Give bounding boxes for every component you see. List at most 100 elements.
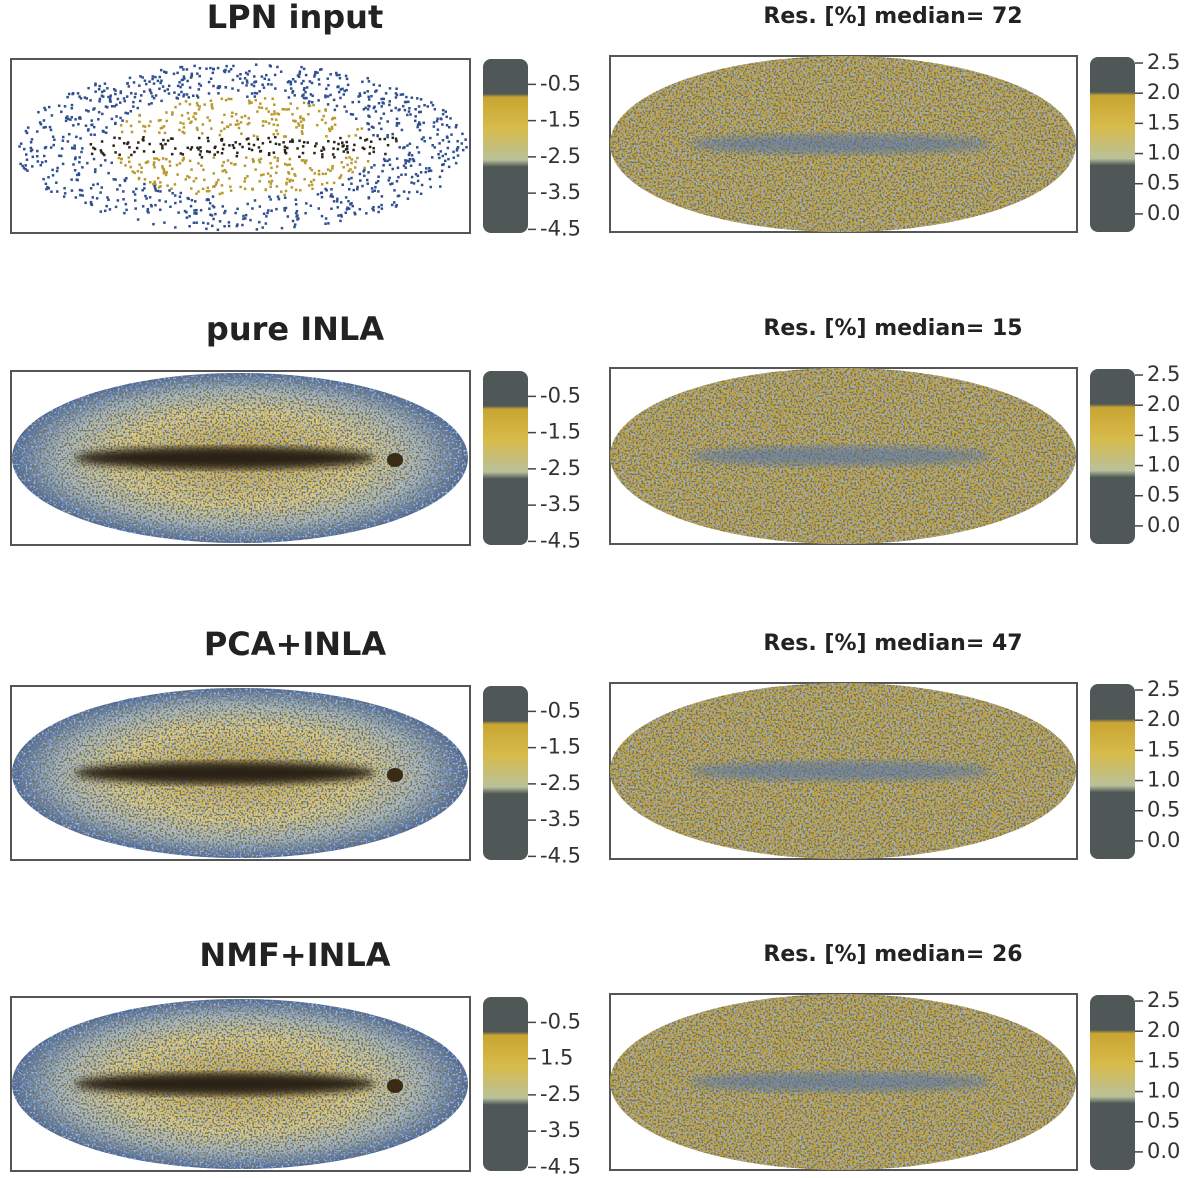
sample-dot <box>280 226 284 230</box>
sample-dot <box>221 147 225 151</box>
sample-dot <box>320 149 323 152</box>
sample-dot <box>138 99 142 103</box>
sample-dot <box>377 175 380 178</box>
sample-dot <box>256 135 259 139</box>
residual-title: Res. [%] median= 26 <box>763 942 1022 967</box>
sample-dot <box>409 113 412 116</box>
sample-dot <box>85 97 89 100</box>
sample-dot <box>103 82 107 85</box>
sample-dot <box>331 164 334 168</box>
sample-dot <box>303 160 307 163</box>
sample-dot <box>407 110 411 113</box>
sample-dot <box>294 174 297 177</box>
sample-dot <box>424 170 427 174</box>
sample-dot <box>302 67 306 71</box>
sample-dot <box>107 95 110 99</box>
sample-dot <box>297 124 301 127</box>
sample-dot <box>300 82 303 85</box>
sample-dot <box>182 75 186 78</box>
sample-dot <box>182 122 185 125</box>
sample-dot <box>258 205 262 208</box>
sample-dot <box>440 117 443 121</box>
sample-dot <box>265 215 268 218</box>
sample-dot <box>181 83 184 86</box>
sample-dot <box>153 165 156 169</box>
sample-dot <box>274 118 278 121</box>
tick-label: 0.5 <box>1147 483 1180 507</box>
sample-dot <box>165 111 168 114</box>
sample-dot <box>201 187 205 191</box>
sample-dot <box>350 158 354 161</box>
sample-dot <box>229 185 232 188</box>
map-frame <box>10 58 471 234</box>
sample-dot <box>187 117 191 120</box>
sample-dot <box>217 92 220 95</box>
sample-dot <box>354 160 357 164</box>
sample-dot <box>77 172 81 175</box>
sample-dot <box>211 224 214 228</box>
sample-dot <box>438 142 441 145</box>
sample-dot <box>133 199 137 202</box>
sample-dot <box>153 181 157 185</box>
sample-dot <box>447 165 451 169</box>
sample-dot <box>426 105 430 108</box>
sample-dot <box>154 203 157 207</box>
sample-dot <box>404 159 407 162</box>
sample-dot <box>210 105 214 108</box>
sample-dot <box>363 139 367 142</box>
sample-dot <box>242 214 245 218</box>
sample-dot <box>419 171 423 174</box>
sample-dot <box>412 159 416 163</box>
sample-dot <box>163 221 166 224</box>
sample-dot <box>99 191 102 194</box>
sample-dot <box>225 64 228 68</box>
sample-dot <box>180 90 183 94</box>
sample-dot <box>313 144 317 148</box>
sample-dot <box>284 135 288 138</box>
sample-dot <box>97 118 100 121</box>
sample-dot <box>158 87 161 91</box>
sample-dot <box>122 197 125 201</box>
sample-dot <box>116 97 120 101</box>
sample-dot <box>378 122 381 125</box>
sample-dot <box>60 110 63 114</box>
sample-dot <box>89 187 93 190</box>
sample-dot <box>220 121 224 124</box>
sample-dot <box>224 209 227 213</box>
sample-dot <box>136 169 140 173</box>
sample-dot <box>441 154 445 158</box>
sample-dot <box>347 199 350 203</box>
sample-dot <box>205 189 209 193</box>
sample-dot <box>285 182 288 186</box>
sample-dot <box>155 157 159 160</box>
sample-dot <box>184 100 188 103</box>
panel-row: pure INLA Res. [%] median= 15 -0.5 -1.5 -2.5… <box>10 310 1180 552</box>
sample-dot <box>37 110 40 114</box>
sample-dot <box>311 187 314 191</box>
sample-dot <box>416 179 420 183</box>
sample-dot <box>55 181 58 184</box>
sample-dot <box>116 199 120 202</box>
sample-dot <box>388 87 392 90</box>
sample-dot <box>162 125 166 128</box>
sample-dot <box>336 197 339 201</box>
sample-dot <box>224 170 228 174</box>
sample-dot <box>276 159 279 163</box>
sample-dot <box>349 112 353 116</box>
sample-dot <box>398 108 401 111</box>
sample-dot <box>298 72 301 76</box>
sample-dot <box>241 223 244 227</box>
sample-dot <box>78 188 82 192</box>
sample-dot <box>353 211 356 215</box>
sample-dot <box>288 163 292 166</box>
sample-dot <box>152 150 156 154</box>
sample-dot <box>405 95 408 99</box>
sample-dot <box>363 174 366 178</box>
sample-dot <box>305 159 308 162</box>
sample-dot <box>394 92 398 95</box>
sample-dot <box>51 135 55 139</box>
sample-dot <box>296 147 299 150</box>
sample-dot <box>220 139 224 142</box>
sample-dot <box>206 116 209 119</box>
